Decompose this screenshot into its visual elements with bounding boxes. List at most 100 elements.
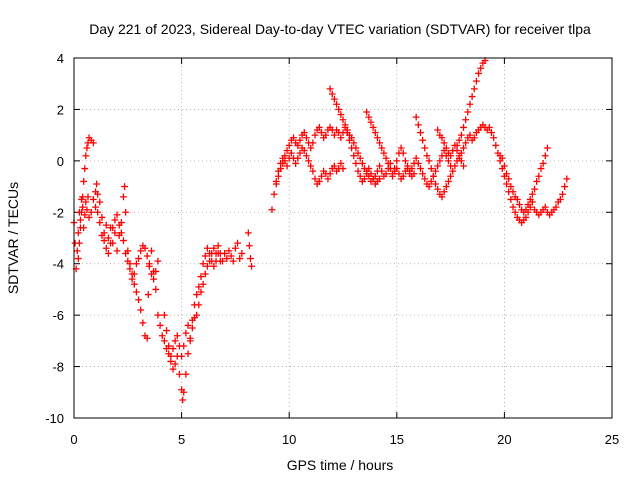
data-point xyxy=(552,203,560,211)
data-point xyxy=(358,160,366,167)
data-point xyxy=(477,64,485,72)
data-point xyxy=(182,329,190,337)
data-point xyxy=(238,250,246,257)
data-point xyxy=(309,167,317,175)
data-point xyxy=(524,201,532,208)
data-point xyxy=(318,172,325,180)
data-point xyxy=(432,167,439,175)
data-point xyxy=(296,149,304,157)
data-point xyxy=(223,255,231,262)
data-point xyxy=(87,208,95,216)
x-tick-label: 25 xyxy=(605,432,619,447)
data-point xyxy=(184,350,192,358)
data-point xyxy=(457,149,465,157)
data-point xyxy=(417,165,424,172)
data-point xyxy=(197,288,205,296)
data-point xyxy=(399,172,407,180)
data-point xyxy=(475,70,482,77)
data-point xyxy=(453,142,461,149)
data-point xyxy=(117,229,125,237)
data-point xyxy=(419,170,427,178)
data-point xyxy=(432,180,439,188)
y-tick-label: -2 xyxy=(52,205,64,220)
x-axis-label: GPS time / hours xyxy=(287,457,394,473)
data-point xyxy=(121,183,128,190)
data-point xyxy=(466,131,474,139)
data-point xyxy=(445,157,452,165)
data-point xyxy=(124,257,132,265)
data-point xyxy=(94,208,102,216)
data-point xyxy=(113,211,121,219)
data-point xyxy=(169,365,177,373)
data-point xyxy=(378,144,386,152)
data-point xyxy=(277,160,284,167)
data-point xyxy=(96,219,104,226)
data-point xyxy=(563,175,571,183)
data-point xyxy=(232,244,239,252)
data-point xyxy=(206,250,213,257)
data-point xyxy=(107,239,114,247)
data-point xyxy=(501,162,508,170)
y-tick-label: -10 xyxy=(45,411,64,426)
data-point xyxy=(290,134,297,142)
data-point xyxy=(165,342,173,350)
data-point xyxy=(139,319,147,327)
data-point xyxy=(442,183,450,190)
data-point xyxy=(143,334,151,342)
data-point xyxy=(197,273,205,280)
data-point xyxy=(210,244,218,252)
data-point xyxy=(307,162,315,170)
data-point xyxy=(315,178,323,185)
data-point xyxy=(270,190,278,198)
data-point xyxy=(272,178,280,185)
data-point xyxy=(227,252,235,260)
data-point xyxy=(78,208,85,216)
data-point xyxy=(438,134,446,142)
x-tick-label: 5 xyxy=(178,432,185,447)
data-point xyxy=(283,147,291,154)
data-point xyxy=(449,167,457,175)
data-point xyxy=(96,198,104,206)
data-point xyxy=(438,193,446,201)
data-point xyxy=(201,252,209,260)
data-point xyxy=(419,136,427,144)
data-point xyxy=(393,157,401,165)
data-point xyxy=(503,180,510,188)
data-point xyxy=(337,111,345,118)
data-point xyxy=(412,113,420,121)
y-tick-labels: 4 2 0 -2 -4 -6 -8 -10 xyxy=(45,51,64,426)
data-point xyxy=(216,257,224,265)
data-point xyxy=(74,255,82,262)
data-point xyxy=(559,190,566,198)
data-point xyxy=(111,216,119,224)
data-point xyxy=(173,332,181,340)
data-point xyxy=(193,311,201,319)
data-point xyxy=(294,142,302,149)
data-point xyxy=(352,160,360,167)
data-point xyxy=(176,370,183,378)
data-point xyxy=(330,131,338,139)
data-point xyxy=(522,214,530,221)
data-point xyxy=(382,154,390,162)
data-point xyxy=(158,332,166,340)
y-tick-label: -6 xyxy=(52,308,64,323)
data-point xyxy=(186,334,194,342)
data-point xyxy=(160,337,168,345)
data-point xyxy=(339,165,347,172)
data-point xyxy=(436,157,444,165)
data-point xyxy=(513,196,521,203)
data-point xyxy=(199,260,207,268)
data-marks xyxy=(70,57,571,404)
data-point xyxy=(236,255,244,262)
data-point xyxy=(133,288,140,296)
data-point xyxy=(354,167,362,175)
data-point xyxy=(82,198,90,206)
data-point xyxy=(541,152,549,160)
data-point xyxy=(462,139,470,147)
data-point xyxy=(77,216,84,224)
data-point xyxy=(163,327,170,334)
data-point xyxy=(309,139,317,147)
data-point xyxy=(229,257,237,265)
data-point xyxy=(380,149,388,157)
